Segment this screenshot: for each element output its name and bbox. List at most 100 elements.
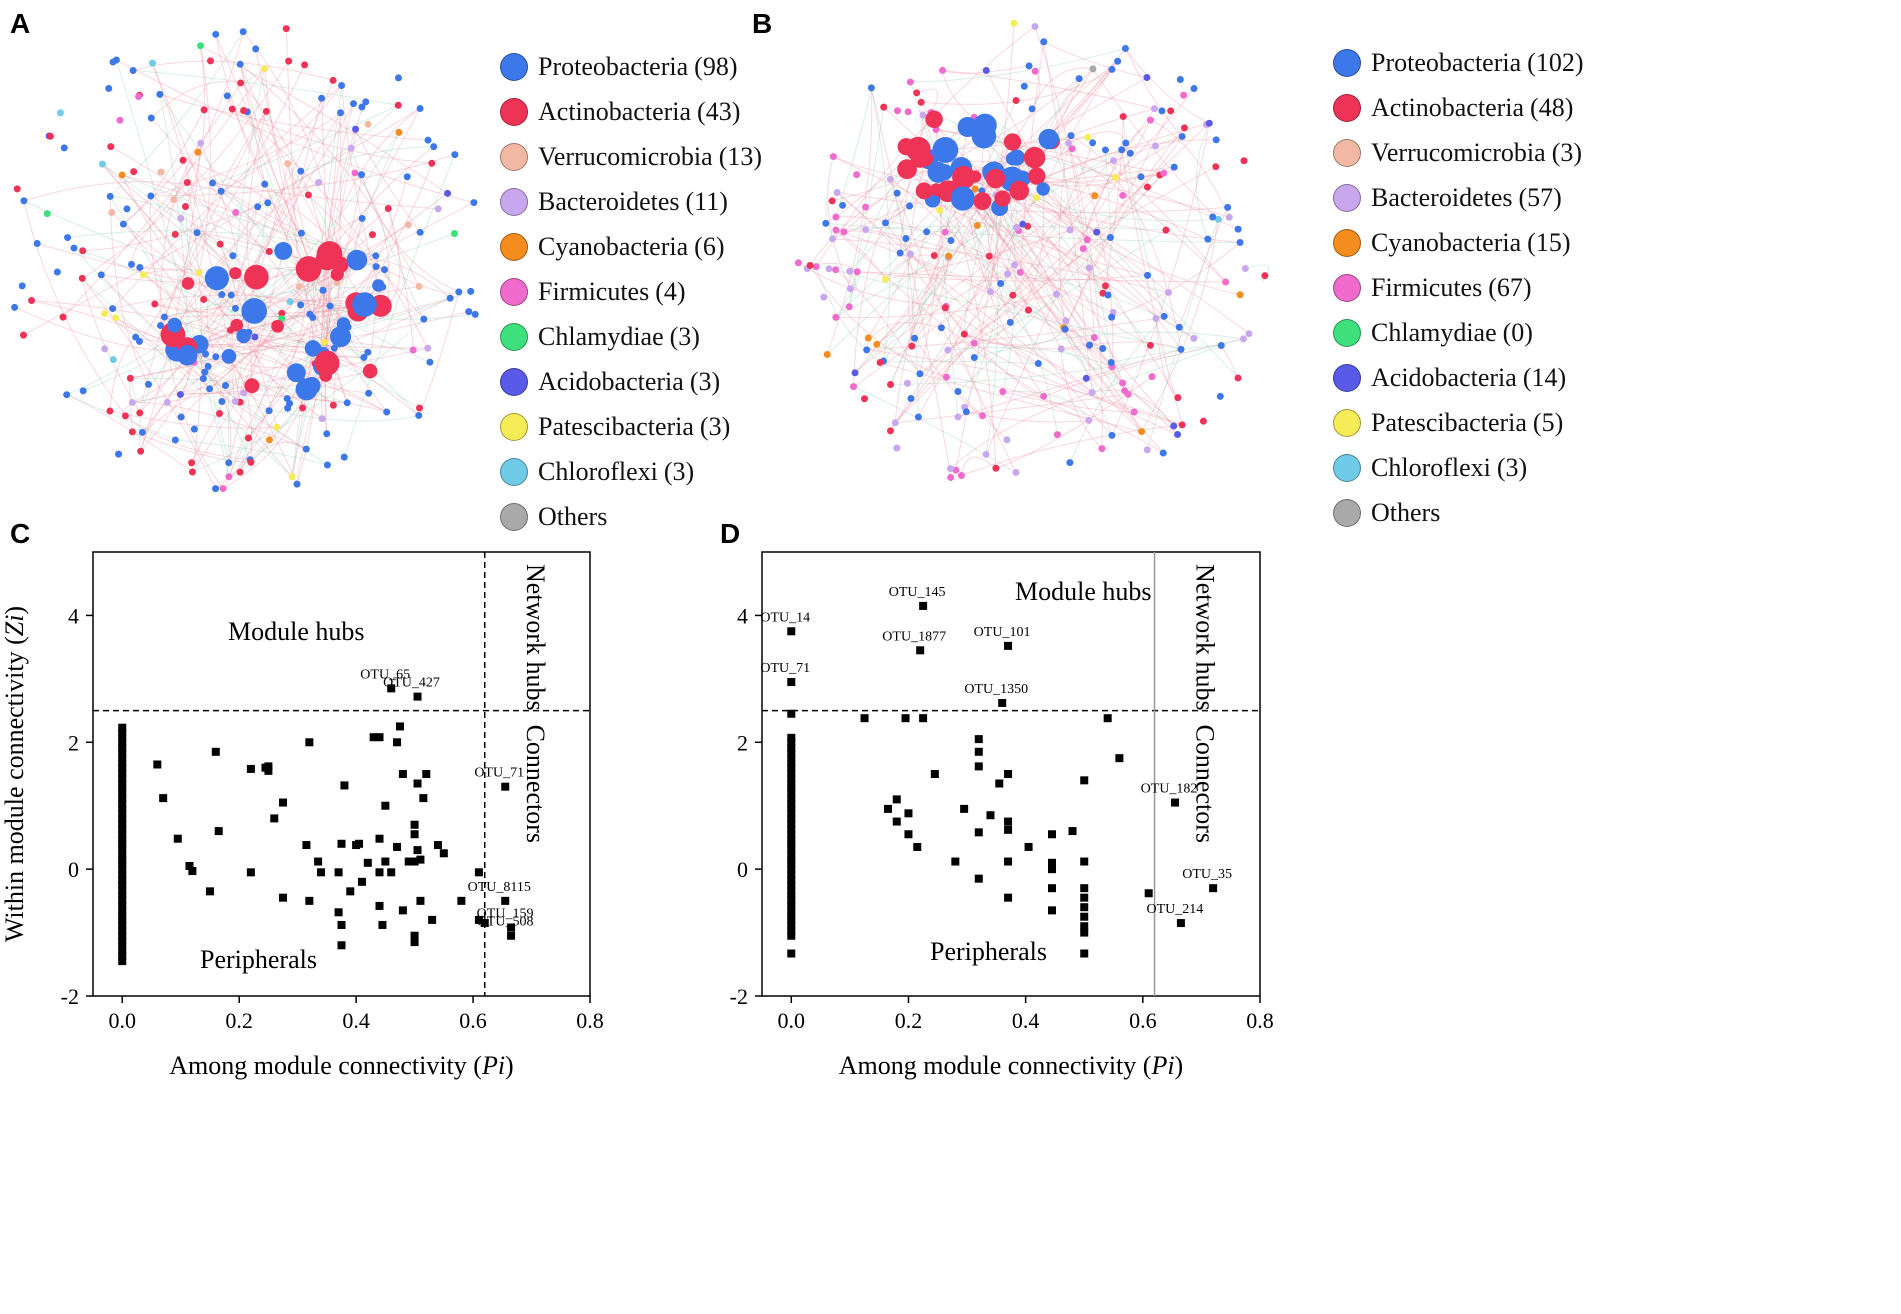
network-node — [1170, 163, 1178, 171]
network-node — [470, 199, 478, 207]
network-node — [288, 473, 296, 481]
network-node — [229, 252, 237, 260]
network-edge — [1018, 190, 1241, 296]
network-edge — [300, 146, 434, 172]
network-node — [1209, 213, 1217, 221]
network-node — [907, 395, 915, 403]
network-node — [415, 404, 423, 412]
network-node — [209, 179, 217, 187]
network-edge — [150, 117, 388, 413]
network-edge — [123, 109, 205, 225]
network-node — [244, 264, 269, 290]
network-node — [252, 45, 260, 53]
network-node — [265, 407, 273, 415]
network-node — [1205, 119, 1213, 127]
scatter-point — [159, 794, 168, 803]
scatter-point — [410, 931, 419, 940]
scatter-point — [118, 860, 127, 869]
scatter-point — [787, 799, 796, 808]
point-label: OTU_71 — [760, 661, 810, 676]
scatter-point — [995, 779, 1004, 788]
network-edge — [826, 87, 873, 355]
network-edge — [1018, 230, 1090, 346]
legend-circle-icon — [1333, 273, 1361, 302]
network-node — [1190, 85, 1198, 93]
legend-item: Chlamydiae (3) — [500, 314, 762, 359]
network-edge — [164, 286, 383, 318]
scatter-point — [404, 857, 413, 866]
legend-circle-icon — [500, 142, 528, 171]
scatter-point — [118, 886, 127, 895]
network-node — [853, 268, 861, 276]
network-node — [1236, 291, 1244, 299]
scatter-point — [118, 804, 127, 813]
zipi-scatter-d: 0.0 0.2 0.4 0.6 0.8 -2 0 2 4 Module hubs Periphera… — [730, 551, 1274, 1080]
network-node — [1245, 330, 1253, 338]
legend-item: Proteobacteria (102) — [1333, 40, 1583, 85]
network-edge — [1064, 127, 1185, 330]
network-edge — [835, 269, 921, 375]
scatter-point — [118, 769, 127, 778]
network-node — [1236, 238, 1244, 246]
network-node — [297, 301, 305, 309]
network-edge — [138, 349, 178, 452]
legend-circle-icon — [1333, 48, 1361, 77]
network-edge — [142, 269, 385, 433]
network-node — [1012, 468, 1020, 476]
network-node — [914, 413, 922, 421]
network-edge — [133, 70, 399, 106]
scatter-point — [118, 723, 127, 732]
network-node — [415, 411, 423, 419]
network-node — [430, 143, 438, 151]
network-node — [326, 302, 334, 310]
network-node — [941, 304, 949, 312]
network-node — [136, 409, 144, 417]
network-edge — [257, 104, 399, 208]
network-node — [1114, 57, 1122, 65]
network-edge — [309, 313, 420, 416]
network-node — [232, 208, 240, 216]
network-node — [982, 67, 990, 75]
legend-count: (3) — [1551, 137, 1583, 167]
network-edge — [135, 323, 344, 346]
network-node — [1101, 282, 1109, 290]
network-node — [262, 107, 270, 115]
network-edge — [876, 136, 1183, 345]
network-node — [997, 279, 1005, 287]
network-node — [64, 234, 72, 242]
network-node — [109, 305, 117, 313]
network-node — [1065, 139, 1073, 147]
network-node — [170, 196, 178, 204]
network-node — [179, 156, 187, 164]
scatter-point — [118, 840, 127, 849]
network-edge — [175, 439, 328, 466]
network-node — [420, 315, 428, 323]
network-edge — [215, 34, 342, 337]
network-edge — [911, 231, 928, 347]
network-node — [1031, 23, 1039, 31]
network-node — [1040, 392, 1048, 400]
network-edge — [291, 132, 400, 477]
legend-circle-icon — [1333, 363, 1361, 392]
network-edge — [143, 274, 323, 420]
network-edge — [226, 95, 328, 364]
network-node — [56, 109, 64, 117]
network-node — [913, 89, 921, 97]
network-node — [18, 282, 26, 290]
network-node — [20, 197, 28, 205]
scatter-point — [787, 875, 796, 884]
network-node — [329, 401, 337, 409]
network-node — [176, 344, 198, 366]
network-node — [903, 379, 911, 387]
network-node — [362, 98, 370, 106]
labeled-point — [787, 678, 796, 687]
scatter-point — [787, 809, 796, 818]
legend-count: (3) — [669, 321, 700, 351]
network-edge — [1220, 345, 1239, 379]
network-node — [160, 313, 168, 321]
scatter-point — [118, 835, 127, 844]
network-node — [265, 436, 273, 444]
network-node — [1036, 182, 1050, 196]
network-edge — [176, 182, 319, 329]
scatter-point — [205, 887, 214, 896]
